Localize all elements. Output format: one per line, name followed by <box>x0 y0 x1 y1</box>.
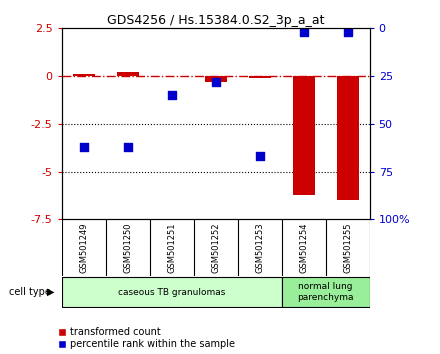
Text: GDS4256 / Hs.15384.0.S2_3p_a_at: GDS4256 / Hs.15384.0.S2_3p_a_at <box>107 14 324 27</box>
Text: GSM501249: GSM501249 <box>79 223 88 273</box>
Bar <box>293 76 315 195</box>
Bar <box>117 72 139 76</box>
Text: GSM501250: GSM501250 <box>123 223 132 273</box>
Point <box>300 29 307 35</box>
Point <box>256 154 263 159</box>
Legend: transformed count, percentile rank within the sample: transformed count, percentile rank withi… <box>58 327 235 349</box>
Bar <box>205 76 227 82</box>
Point <box>212 79 219 85</box>
Text: normal lung
parenchyma: normal lung parenchyma <box>297 282 354 302</box>
Text: ▶: ▶ <box>47 287 55 297</box>
Text: caseous TB granulomas: caseous TB granulomas <box>118 287 225 297</box>
Text: GSM501251: GSM501251 <box>167 223 176 273</box>
Text: GSM501254: GSM501254 <box>299 223 308 273</box>
Point <box>344 29 351 35</box>
Point <box>80 144 87 150</box>
Point <box>124 144 131 150</box>
Point <box>168 92 175 98</box>
Bar <box>73 74 95 76</box>
Bar <box>62 277 282 307</box>
Bar <box>337 76 359 200</box>
Bar <box>282 277 370 307</box>
Text: cell type: cell type <box>9 287 51 297</box>
Text: GSM501253: GSM501253 <box>255 222 264 273</box>
Text: GSM501255: GSM501255 <box>343 223 352 273</box>
Bar <box>249 76 271 78</box>
Text: GSM501252: GSM501252 <box>211 223 220 273</box>
